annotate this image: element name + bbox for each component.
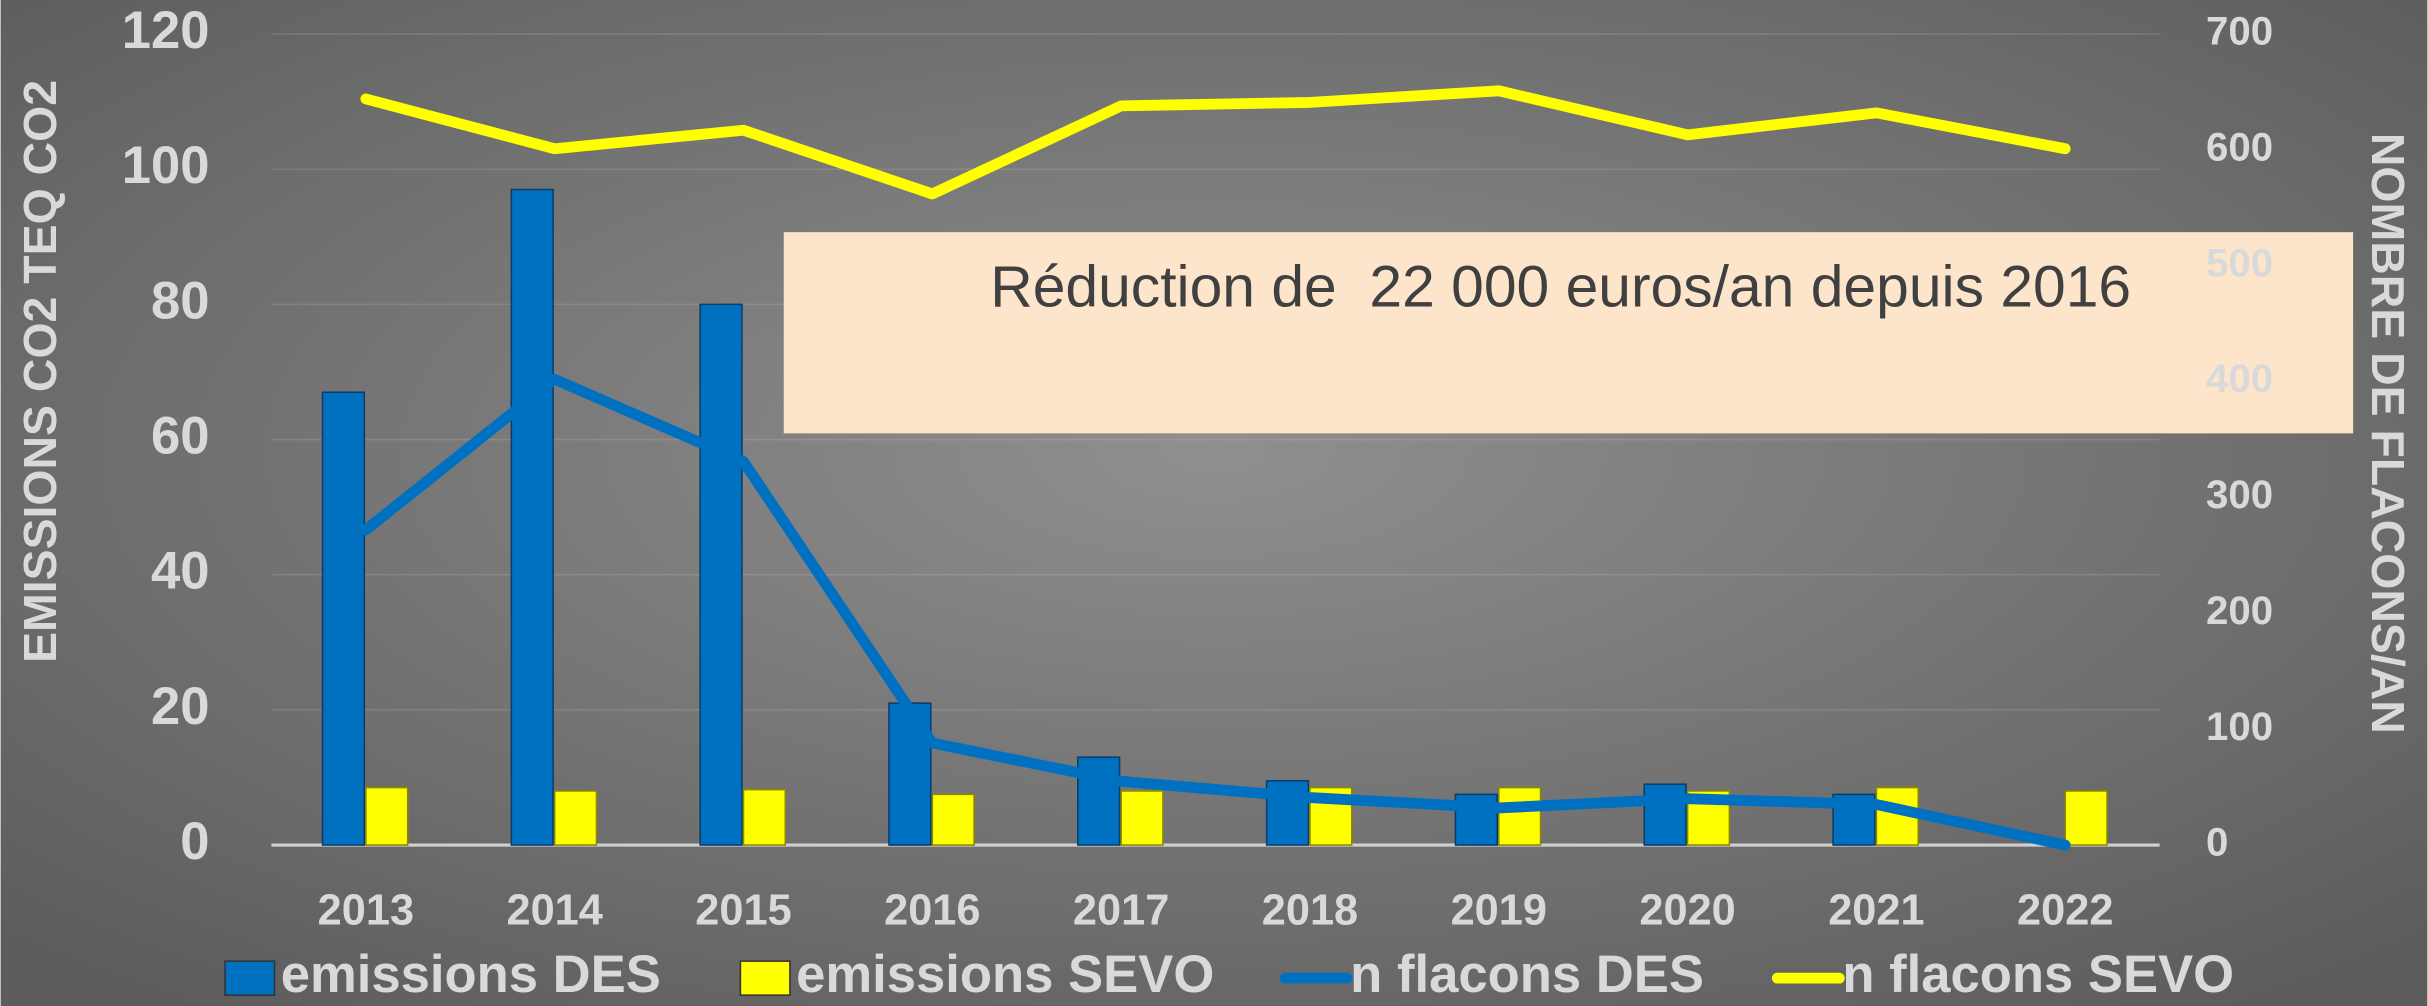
y2-tick-label: 700	[2206, 9, 2273, 54]
y2-tick-label: 200	[2206, 588, 2273, 633]
bar	[2064, 790, 2108, 846]
x-tick-label: 2019	[1451, 887, 1547, 935]
y2-tick-label: 300	[2206, 472, 2273, 517]
x-tick-label: 2020	[1639, 887, 1735, 935]
legend-label: n flacons SEVO	[1842, 945, 2234, 1004]
y-tick-label: 60	[151, 406, 210, 465]
y2-axis-label: NOMBRE DE FLACONS/AN	[2362, 133, 2414, 734]
x-tick-label: 2014	[506, 887, 602, 935]
x-tick-label: 2018	[1262, 887, 1358, 935]
annotation-box	[783, 232, 2354, 434]
bar	[365, 786, 409, 846]
y-axis-label: EMISSIONS CO2 TEQ CO2	[14, 80, 66, 663]
bar	[321, 391, 366, 846]
y2-tick-label: 0	[2206, 820, 2228, 865]
bar	[510, 188, 554, 846]
y2-tick-label: 100	[2206, 704, 2273, 749]
bar	[699, 303, 743, 846]
line-series	[360, 85, 2071, 200]
legend-label: emissions DES	[281, 945, 661, 1004]
bar	[1498, 786, 1542, 846]
legend-label: emissions SEVO	[796, 945, 1214, 1004]
y-tick-label: 120	[122, 1, 210, 60]
y-tick-label: 100	[122, 136, 210, 195]
bar	[1643, 783, 1687, 846]
y-tick-label: 20	[151, 677, 210, 736]
x-tick-label: 2013	[318, 887, 414, 935]
x-tick-label: 2015	[695, 887, 791, 935]
x-tick-label: 2017	[1073, 887, 1169, 935]
line-series	[360, 373, 2071, 851]
bar	[742, 788, 787, 846]
legend-label: n flacons DES	[1350, 945, 1704, 1004]
y-tick-label: 40	[151, 542, 210, 601]
x-tick-label: 2021	[1828, 887, 1924, 935]
y-tick-label: 0	[180, 812, 209, 871]
y-tick-label: 80	[151, 271, 210, 330]
y2-tick-label: 500	[2206, 240, 2273, 285]
y2-tick-label: 600	[2206, 125, 2273, 170]
legend-swatch	[739, 960, 791, 996]
y2-tick-label: 400	[2206, 356, 2273, 401]
x-tick-label: 2016	[884, 887, 980, 935]
annotation: Réduction de 22 000 euros/an depuis 2016	[990, 254, 2131, 319]
bar	[553, 790, 598, 846]
x-tick-label: 2022	[2017, 887, 2113, 935]
bar	[931, 793, 975, 846]
legend-swatch	[224, 960, 276, 996]
bar	[1120, 790, 1164, 846]
